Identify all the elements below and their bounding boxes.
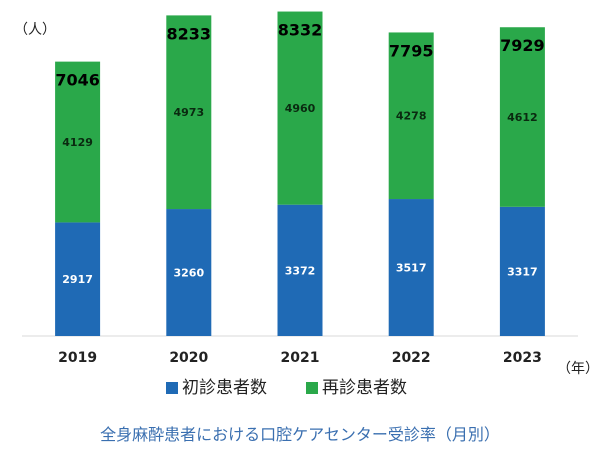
x-tick-2021: 2021 [281,350,320,366]
bar-initial-2022 [388,199,434,336]
bar-revisit-2023 [499,27,545,207]
label-revisit-2022: 4278 [396,110,427,123]
bar-initial-2020 [166,209,212,336]
legend-swatch-revisit [306,382,318,394]
x-tick-2019: 2019 [58,350,97,366]
y-axis-unit: （人） [14,22,56,38]
total-label-2022: 7795 [389,41,434,60]
bar-revisit-2021 [277,11,323,205]
bar-revisit-2022 [388,32,434,200]
labels-layer: 2917 4129 7046 3260 4973 8233 3372 4960 8332 3517… [55,21,544,287]
total-label-2020: 8233 [167,24,212,43]
label-revisit-2020: 4973 [173,106,204,119]
label-initial-2019: 2917 [62,273,93,286]
bar-revisit-2020 [166,15,212,210]
x-axis-unit: （年） [557,361,599,377]
total-label-2021: 8332 [278,21,323,40]
x-tick-2020: 2020 [169,350,208,366]
legend-label-revisit: 再診患者数 [322,378,407,398]
bar-initial-2019 [55,222,101,336]
legend-swatch-initial [166,382,178,394]
total-label-2023: 7929 [500,36,545,55]
legend-label-initial: 初診患者数 [182,378,267,398]
x-ticks-layer: 2019 2020 2021 2022 2023 [58,350,542,366]
label-initial-2022: 3517 [396,262,427,275]
label-revisit-2023: 4612 [507,111,538,124]
bar-initial-2023 [499,206,545,336]
label-revisit-2021: 4960 [285,102,316,115]
label-initial-2020: 3260 [173,267,204,280]
bar-initial-2021 [277,204,323,336]
label-initial-2021: 3372 [285,264,316,277]
bars-layer [55,11,545,336]
label-revisit-2019: 4129 [62,136,93,149]
legend: 初診患者数 再診患者数 [166,378,407,398]
x-tick-2023: 2023 [503,350,542,366]
label-initial-2023: 3317 [507,265,538,278]
total-label-2019: 7046 [55,71,100,90]
chart-caption: 全身麻酔患者における口腔ケアセンター受診率（月別） [100,425,500,444]
bar-revisit-2019 [55,61,101,223]
x-tick-2022: 2022 [392,350,431,366]
